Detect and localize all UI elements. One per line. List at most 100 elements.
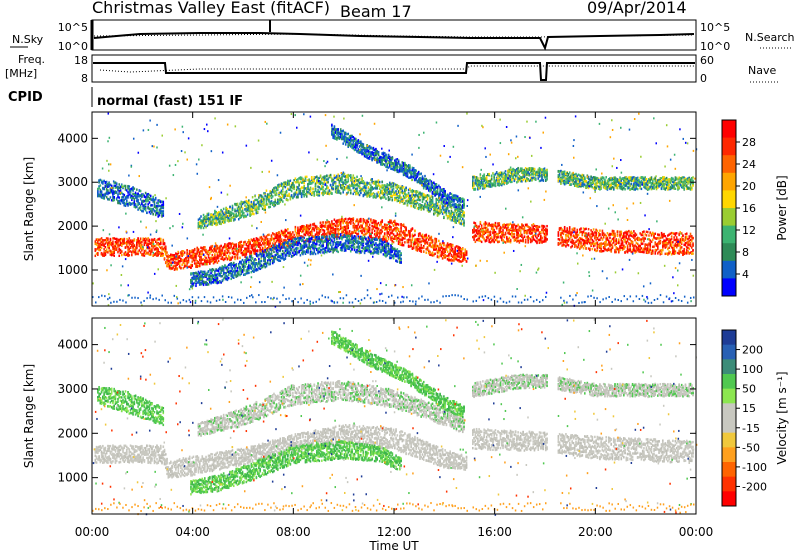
power-echo-cell <box>605 240 607 242</box>
power-echo-cell <box>419 232 421 234</box>
power-echo-cell <box>123 238 125 240</box>
power-echo-cell <box>658 234 660 236</box>
power-echo-cell <box>576 231 578 233</box>
power-echo-cell <box>624 246 626 248</box>
power-echo-cell <box>427 247 429 249</box>
power-echo-cell <box>112 243 114 245</box>
power-echo-cell <box>336 234 338 236</box>
power-echo-cell <box>573 240 575 242</box>
power-echo-cell <box>218 260 220 262</box>
power-echo-cell <box>374 230 376 232</box>
power-echo-cell <box>420 250 422 252</box>
power-echo-cell <box>269 263 271 265</box>
power-echo-cell <box>617 235 619 237</box>
power-echo-cell <box>493 229 495 231</box>
power-echo-cell <box>184 251 186 253</box>
power-echo-cell <box>643 230 645 232</box>
power-echo-cell <box>654 233 656 235</box>
power-echo-cell <box>144 244 146 246</box>
power-echo-cell <box>107 239 109 241</box>
power-echo-cell <box>110 238 112 240</box>
power-echo-cell <box>254 265 256 267</box>
nsky-tick-bottom: 10^0 <box>58 40 88 53</box>
power-echo-cell <box>179 262 181 264</box>
power-echo-cell <box>432 240 434 242</box>
power-echo-cell <box>633 230 635 232</box>
power-echo-cell <box>613 230 615 232</box>
power-echo-cell <box>690 242 692 244</box>
power-echo-cell <box>618 238 620 240</box>
power-echo-cell <box>281 238 283 240</box>
power-echo-cell <box>310 224 312 226</box>
power-echo-cell <box>349 235 351 237</box>
power-echo-cell <box>673 236 675 238</box>
power-echo-cell <box>155 245 157 247</box>
power-echo-cell <box>297 226 299 228</box>
power-echo-cell <box>671 235 673 237</box>
power-echo-cell <box>313 240 315 242</box>
power-echo-cell <box>161 246 163 248</box>
power-echo-cell <box>388 238 390 240</box>
power-echo-cell <box>657 248 659 250</box>
power-echo-cell <box>686 232 688 234</box>
nave-tick-top: 60 <box>700 54 714 67</box>
power-echo-cell <box>501 237 503 239</box>
power-echo-cell <box>384 241 386 243</box>
power-echo-cell <box>121 250 123 252</box>
power-echo-cell <box>164 257 166 259</box>
power-echo-cell <box>137 253 139 255</box>
power-echo-cell <box>683 249 685 251</box>
power-echo-cell <box>641 240 643 242</box>
power-echo-cell <box>378 222 380 224</box>
power-echo-cell <box>162 254 164 256</box>
power-echo-cell <box>232 267 234 269</box>
power-echo-cell <box>592 248 594 250</box>
power-echo-cell <box>337 251 339 253</box>
power-echo-cell <box>452 244 454 246</box>
power-echo-cell <box>570 236 572 238</box>
power-echo-cell <box>652 249 654 251</box>
power-echo-cell <box>352 219 354 221</box>
power-echo-cell <box>118 255 120 257</box>
power-echo-cell <box>672 241 674 243</box>
power-echo-cell <box>521 235 523 237</box>
station-title: Christmas Valley East (fitACF) <box>92 0 330 17</box>
power-echo-cell <box>648 234 650 236</box>
beam-label: Beam 17 <box>340 2 412 21</box>
power-echo-cell <box>413 247 415 249</box>
power-echo-cell <box>388 243 390 245</box>
power-echo-cell <box>361 225 363 227</box>
power-echo-cell <box>609 237 611 239</box>
power-echo-cell <box>164 242 166 244</box>
power-echo-cell <box>358 233 360 235</box>
power-echo-cell <box>214 253 216 255</box>
power-echo-cell <box>692 245 694 247</box>
power-echo-cell <box>272 248 274 250</box>
power-echo-cell <box>541 237 543 239</box>
power-echo-cell <box>195 285 197 287</box>
power-echo-cell <box>180 267 182 269</box>
power-echo-cell <box>281 246 283 248</box>
power-echo-cell <box>252 257 254 259</box>
power-echo-cell <box>131 254 133 256</box>
power-echo-cell <box>603 236 605 238</box>
power-echo-cell <box>597 249 599 251</box>
power-echo-cell <box>157 248 159 250</box>
power-echo-cell <box>345 249 347 251</box>
power-echo-cell <box>345 218 347 220</box>
power-echo-cell <box>358 237 360 239</box>
power-echo-cell <box>618 242 620 244</box>
power-echo-cell <box>643 251 645 253</box>
power-echo-cell <box>225 255 227 257</box>
power-echo-cell <box>652 239 654 241</box>
power-echo-cell <box>355 238 357 240</box>
freq-tick-top: 18 <box>74 54 88 67</box>
power-echo-cell <box>165 248 167 250</box>
power-echo-cell <box>502 232 504 234</box>
power-echo-cell <box>285 258 287 260</box>
power-echo-cell <box>298 251 300 253</box>
power-echo-cell <box>495 222 497 224</box>
power-echo-cell <box>370 218 372 220</box>
power-echo-cell <box>675 252 677 254</box>
power-echo-cell <box>571 245 573 247</box>
